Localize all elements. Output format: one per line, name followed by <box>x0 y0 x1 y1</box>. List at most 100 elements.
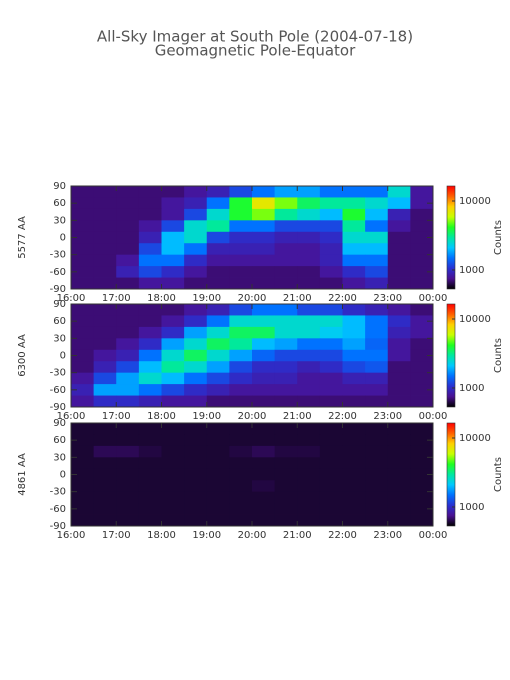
heatmap-cell <box>252 468 276 481</box>
heatmap-cell <box>297 423 321 435</box>
heatmap-cell <box>252 266 276 278</box>
heatmap-cell <box>116 445 140 458</box>
heatmap-cell <box>138 349 162 362</box>
heatmap-cell <box>184 395 208 408</box>
heatmap-cell <box>252 491 276 504</box>
heatmap-cell <box>342 468 366 481</box>
heatmap-cell <box>274 266 298 278</box>
heatmap-cell <box>206 254 230 267</box>
heatmap-cell <box>274 503 298 515</box>
heatmap-cell <box>274 434 298 447</box>
heatmap-cell <box>365 277 389 290</box>
heatmap-cell <box>206 197 230 210</box>
heatmap-cell <box>410 326 434 339</box>
heatmap-cell <box>184 445 208 458</box>
heatmap-cell <box>319 468 343 481</box>
heatmap-cell <box>229 304 253 316</box>
heatmap-cell <box>365 197 389 210</box>
heatmap-cell <box>229 423 253 435</box>
heatmap-cell <box>319 243 343 256</box>
heatmap-cell <box>184 434 208 447</box>
heatmap-cell <box>297 434 321 447</box>
heatmap-cell <box>116 231 140 244</box>
heatmap-cell <box>410 254 434 267</box>
heatmap-cell <box>252 503 276 515</box>
heatmap-cell <box>161 445 185 458</box>
heatmap-cell <box>297 277 321 290</box>
y-tick-label: 60 <box>53 435 66 446</box>
heatmap-cell <box>71 197 95 210</box>
heatmap-cell <box>252 220 276 233</box>
heatmap-cell <box>252 514 276 527</box>
heatmap-cell <box>161 208 185 221</box>
heatmap-cell <box>319 361 343 374</box>
heatmap-cell <box>297 304 321 316</box>
heatmap-cell <box>116 491 140 504</box>
heatmap-cell <box>387 266 411 278</box>
heatmap-cell <box>274 468 298 481</box>
heatmap-cell <box>184 315 208 328</box>
heatmap-cell <box>184 372 208 385</box>
heatmap-cell <box>161 197 185 210</box>
heatmap-cell <box>410 457 434 470</box>
heatmap-cell <box>116 457 140 470</box>
heatmap-cell <box>71 372 95 385</box>
heatmap-cell <box>206 186 230 198</box>
heatmap-cell <box>365 361 389 374</box>
heatmap-cell <box>319 423 343 435</box>
heatmap-cell <box>252 208 276 221</box>
heatmap-cell <box>410 434 434 447</box>
heatmap-cell <box>387 457 411 470</box>
heatmap-cell <box>252 186 276 198</box>
heatmap-cell <box>138 480 162 493</box>
heatmap-cell <box>71 503 95 515</box>
heatmap-cell <box>138 514 162 527</box>
heatmap-cell <box>229 254 253 267</box>
heatmap-cell <box>274 315 298 328</box>
heatmap-cell <box>342 338 366 351</box>
heatmap-cell <box>229 231 253 244</box>
heatmap-cell <box>71 480 95 493</box>
y-tick-label: 0 <box>60 233 66 244</box>
heatmap-cell <box>297 372 321 385</box>
colorbar <box>446 303 456 408</box>
heatmap-cell <box>387 445 411 458</box>
x-tick-label: 20:00 <box>238 293 267 304</box>
colorbar-tick-label: 10000 <box>459 314 491 325</box>
heatmap-cell <box>410 445 434 458</box>
heatmap-cell <box>138 254 162 267</box>
heatmap-cell <box>365 423 389 435</box>
heatmap-cell <box>274 197 298 210</box>
y-axis-label: 6300 AA <box>17 334 28 377</box>
heatmap-cell <box>184 457 208 470</box>
heatmap-cell <box>161 395 185 408</box>
heatmap-cell <box>365 220 389 233</box>
heatmap-cell <box>319 186 343 198</box>
heatmap-cell <box>71 423 95 435</box>
heatmap-cell <box>161 243 185 256</box>
heatmap-cell <box>410 384 434 396</box>
heatmap-cell <box>274 338 298 351</box>
heatmap-cell <box>274 231 298 244</box>
heatmap-cell <box>410 186 434 198</box>
heatmap-cell <box>387 372 411 385</box>
x-tick-label: 21:00 <box>283 530 312 541</box>
heatmap-cell <box>387 434 411 447</box>
heatmap-cell <box>93 491 117 504</box>
heatmap-cell <box>342 372 366 385</box>
colorbar <box>446 422 456 527</box>
y-tick-label: 30 <box>53 333 66 344</box>
heatmap-cell <box>252 395 276 408</box>
x-tick-label: 20:00 <box>238 530 267 541</box>
heatmap-cell <box>229 277 253 290</box>
colorbar-tick-label: 10000 <box>459 433 491 444</box>
heatmap-cell <box>319 349 343 362</box>
heatmap-cell <box>365 315 389 328</box>
heatmap-cell <box>252 480 276 493</box>
y-axis-label: 4861 AA <box>17 453 28 496</box>
heatmap-cell <box>229 395 253 408</box>
heatmap-cell <box>319 384 343 396</box>
heatmap-cell <box>93 372 117 385</box>
heatmap-cell <box>342 186 366 198</box>
y-axis-label: 5577 AA <box>17 216 28 259</box>
